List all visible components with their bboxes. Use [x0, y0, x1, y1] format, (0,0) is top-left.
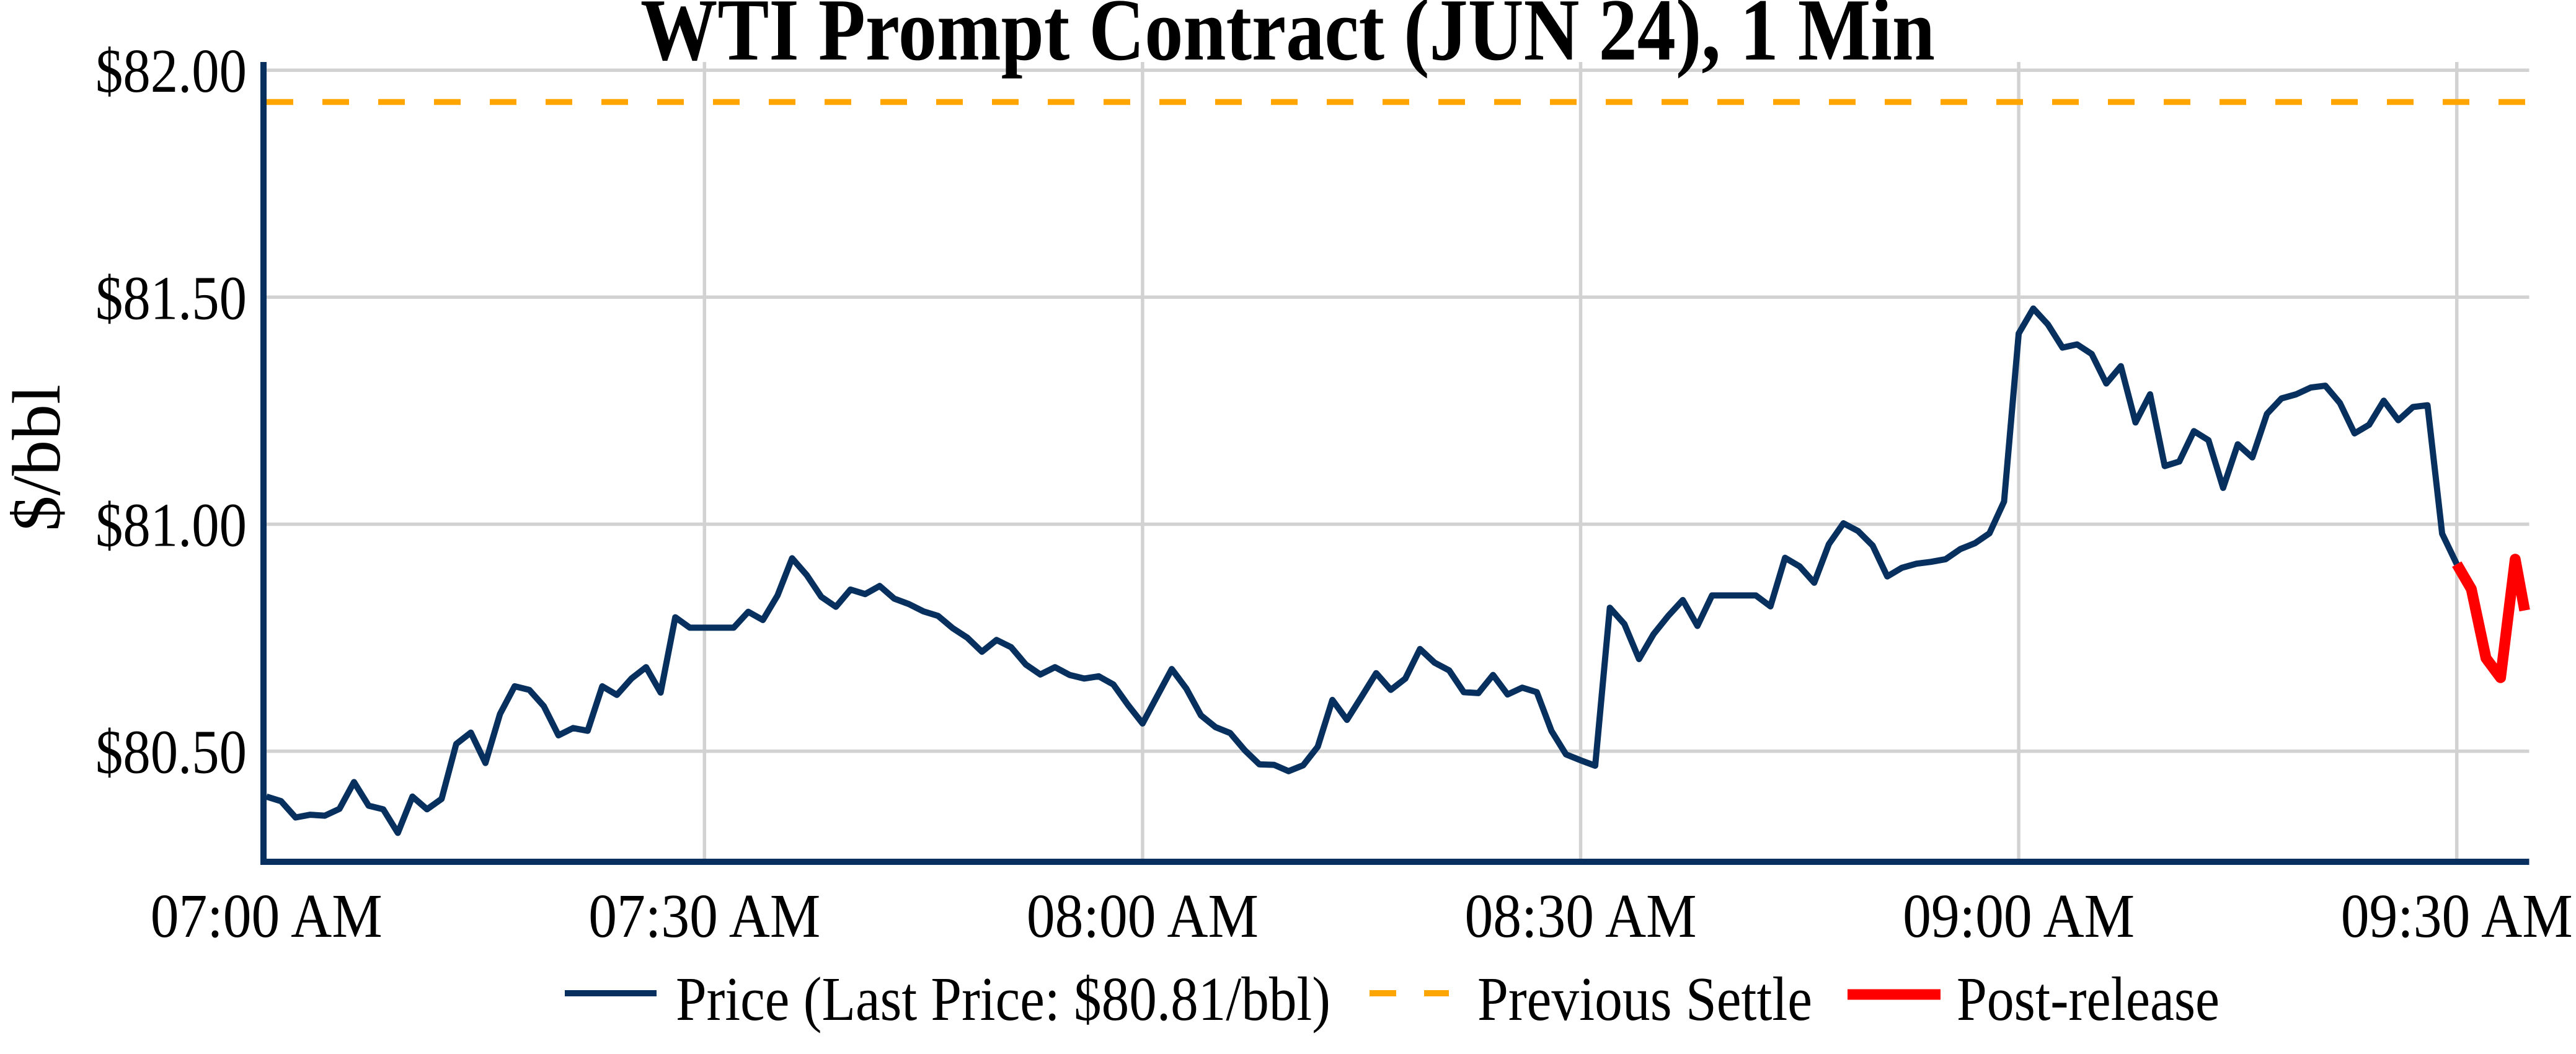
svg-text:Price (Last Price: $80.81/bbl): Price (Last Price: $80.81/bbl) — [676, 964, 1330, 1034]
svg-text:$81.50: $81.50 — [95, 263, 247, 332]
svg-text:$80.50: $80.50 — [95, 717, 247, 787]
svg-text:$82.00: $82.00 — [95, 36, 247, 105]
svg-text:09:00 AM: 09:00 AM — [1903, 881, 2135, 950]
svg-text:07:00 AM: 07:00 AM — [151, 881, 383, 950]
svg-text:08:30 AM: 08:30 AM — [1465, 881, 1697, 950]
svg-text:$81.00: $81.00 — [95, 490, 247, 560]
svg-text:Post-release: Post-release — [1957, 964, 2220, 1034]
svg-text:08:00 AM: 08:00 AM — [1027, 881, 1259, 950]
svg-text:$/bbl: $/bbl — [0, 384, 74, 531]
svg-text:07:30 AM: 07:30 AM — [588, 881, 820, 950]
svg-text:09:30 AM: 09:30 AM — [2341, 881, 2573, 950]
svg-text:Previous Settle: Previous Settle — [1477, 964, 1812, 1034]
svg-text:WTI Prompt Contract (JUN 24),: WTI Prompt Contract (JUN 24), 1 Min — [640, 0, 1935, 79]
